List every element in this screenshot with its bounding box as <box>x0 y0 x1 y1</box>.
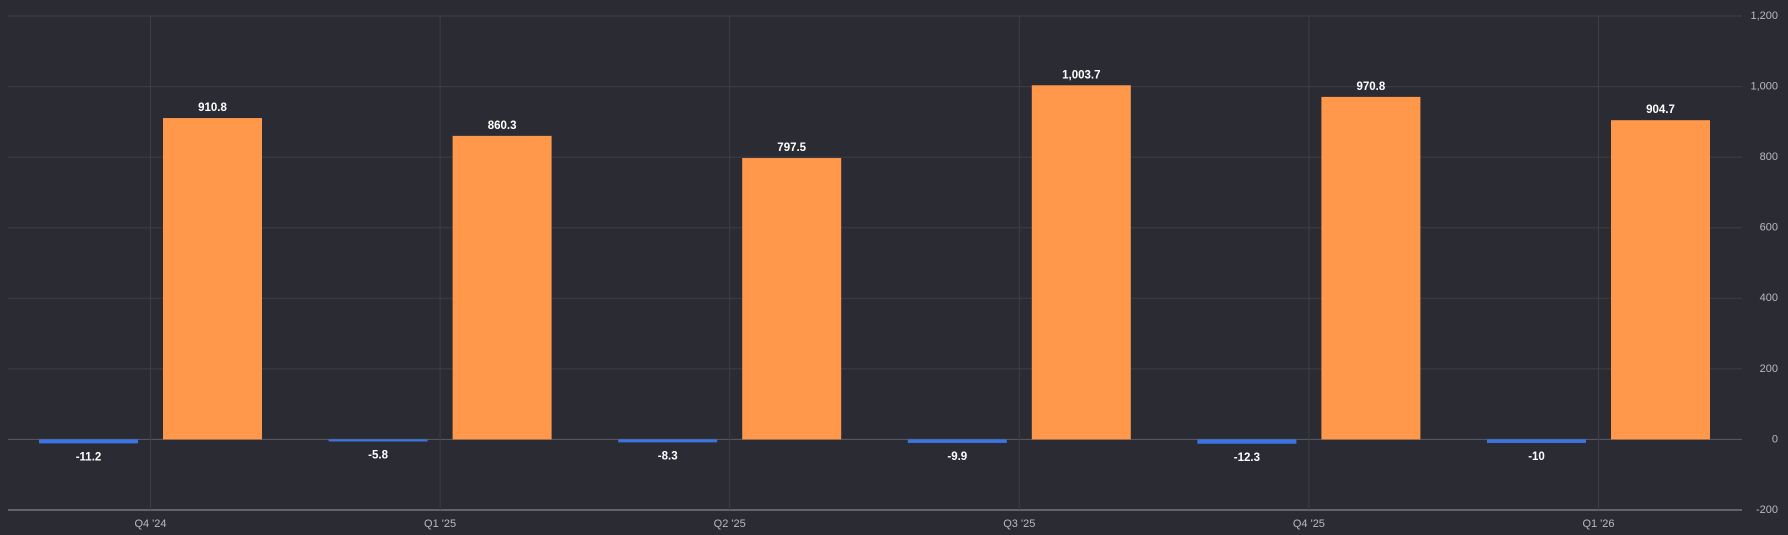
x-tick-label: Q1 '26 <box>1582 518 1614 530</box>
bar <box>742 158 842 440</box>
data-label: -10 <box>1528 451 1545 463</box>
y-tick-label: 600 <box>1760 222 1778 234</box>
x-tick-label: Q4 '25 <box>1293 518 1325 530</box>
x-tick-label: Q2 '25 <box>714 518 746 530</box>
x-tick-label: Q3 '25 <box>1003 518 1035 530</box>
y-tick-label: 0 <box>1772 433 1778 445</box>
data-label: 797.5 <box>777 142 806 154</box>
y-tick-label: 800 <box>1760 151 1778 163</box>
bar <box>1197 439 1297 444</box>
bar <box>618 439 718 443</box>
data-label: 970.8 <box>1357 81 1386 93</box>
data-label: -5.8 <box>368 450 388 462</box>
data-label: 904.7 <box>1646 104 1675 116</box>
data-label: -11.2 <box>76 451 102 463</box>
bar <box>1031 85 1131 440</box>
bar <box>328 439 428 442</box>
y-tick-label: 400 <box>1760 292 1778 304</box>
bar <box>1487 439 1586 443</box>
data-label: 1,003.7 <box>1062 69 1100 81</box>
bar <box>907 439 1007 443</box>
bar <box>1611 120 1710 440</box>
y-tick-label: 1,000 <box>1750 80 1778 92</box>
data-label: 910.8 <box>198 102 227 114</box>
y-tick-label: -200 <box>1756 504 1778 516</box>
bar <box>452 135 552 440</box>
bar <box>39 439 138 444</box>
x-tick-label: Q1 '25 <box>424 518 456 530</box>
data-label: -12.3 <box>1234 452 1260 464</box>
bar <box>1321 96 1421 440</box>
x-tick-label: Q4 '24 <box>134 518 166 530</box>
bar <box>163 118 262 440</box>
data-label: 860.3 <box>488 120 517 132</box>
data-label: -9.9 <box>947 451 967 463</box>
y-tick-label: 200 <box>1760 363 1778 375</box>
y-tick-label: 1,200 <box>1750 10 1778 22</box>
data-label: -8.3 <box>658 450 678 462</box>
